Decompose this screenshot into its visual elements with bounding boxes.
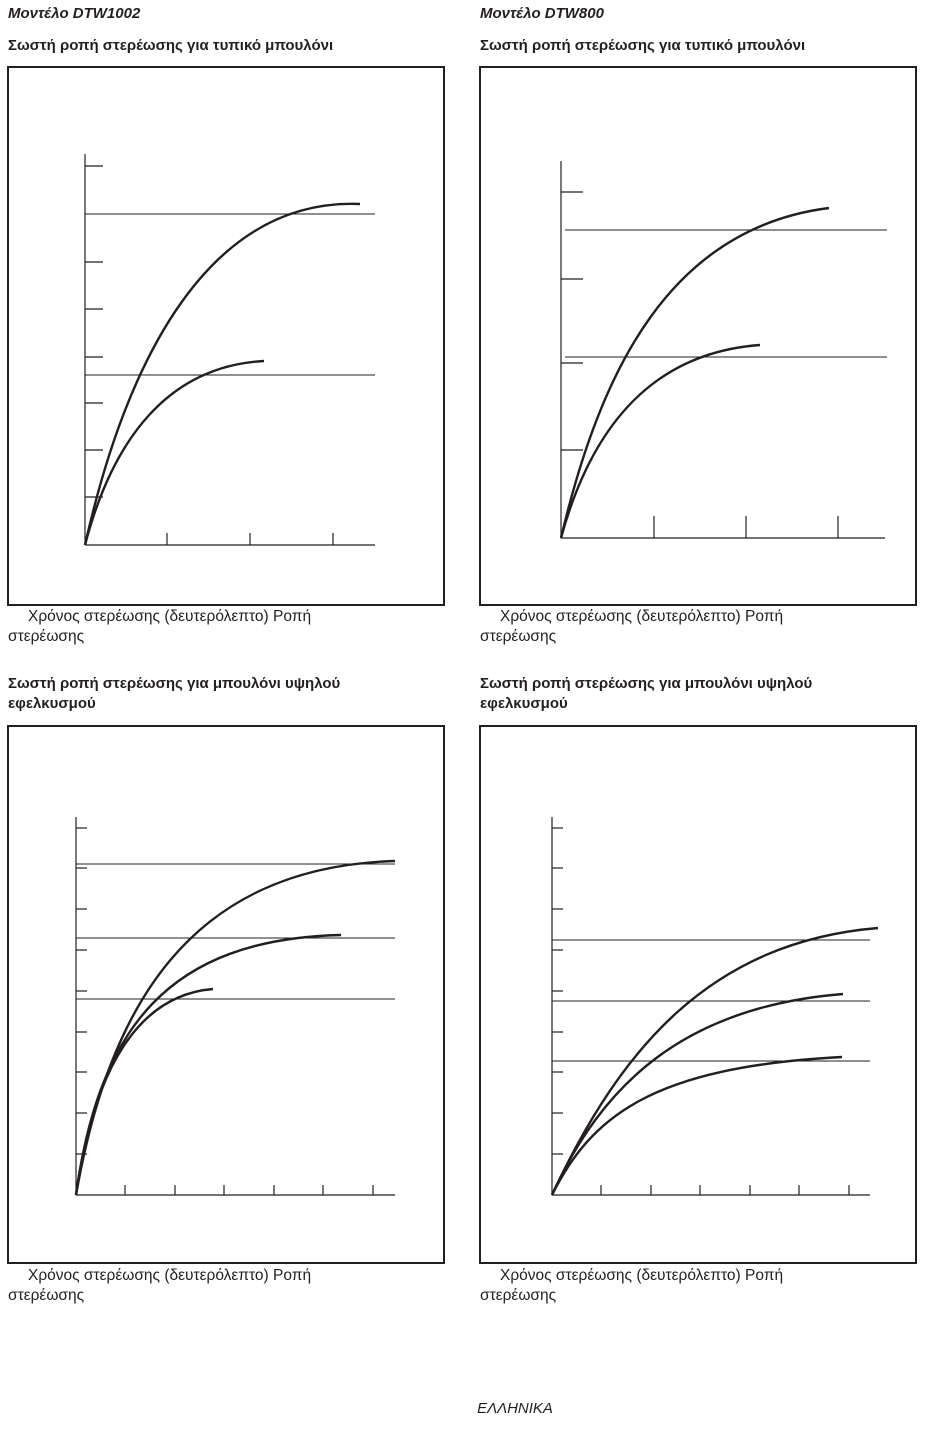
caption-axis-label-cont: στερέωσης [480, 628, 557, 645]
torque-chart-dtw1002-standard [83, 154, 375, 546]
y-ticks [552, 827, 563, 1155]
y-ticks [561, 191, 583, 451]
x-ticks [600, 1185, 850, 1195]
chart-frame-dtw1002-high-tension [7, 725, 445, 1264]
y-ticks [76, 827, 87, 1155]
chart-frame-dtw800-standard [479, 66, 917, 606]
chart-title-high-tension-dtw1002: Σωστή ροπή στερέωσης για μπουλόνι υψηλού… [8, 675, 341, 712]
caption-axis-label-cont: στερέωσης [8, 1287, 85, 1304]
y-ticks [85, 165, 103, 498]
curve-series-2 [74, 933, 342, 1196]
chart-title-standard-bolt-dtw1002: Σωστή ροπή στερέωσης για τυπικό μπουλόνι [8, 37, 334, 54]
caption-axis-label: Χρόνος στερέωσης (δευτερόλεπτο) Ροπή [28, 1267, 312, 1284]
curve-series-2 [559, 343, 761, 539]
page-footer-language: ΕΛΛΗΝΙΚΑ [477, 1400, 553, 1417]
model-label-dtw1002: Μοντέλο DTW1002 [8, 5, 141, 22]
chart-caption-dtw1002-high-tension: Χρόνος στερέωσης (δευτερόλεπτο) Ροπή στε… [8, 1266, 448, 1306]
torque-chart-dtw800-standard [559, 161, 887, 539]
chart-caption-dtw800-standard: Χρόνος στερέωσης (δευτερόλεπτο) Ροπή στε… [480, 607, 920, 647]
curve-series-3 [550, 1055, 843, 1196]
caption-axis-label-cont: στερέωσης [8, 628, 85, 645]
caption-axis-label: Χρόνος στερέωσης (δευτερόλεπτο) Ροπή [500, 608, 784, 625]
chart-title-standard-bolt-dtw800: Σωστή ροπή στερέωσης για τυπικό μπουλόνι [480, 37, 806, 54]
curve-series-2 [550, 992, 844, 1196]
caption-axis-label: Χρόνος στερέωσης (δευτερόλεπτο) Ροπή [28, 608, 312, 625]
chart-caption-dtw1002-standard: Χρόνος στερέωσης (δευτερόλεπτο) Ροπή στε… [8, 607, 448, 647]
model-label-dtw800: Μοντέλο DTW800 [480, 5, 604, 22]
x-ticks [166, 533, 334, 545]
curve-series-1 [550, 926, 879, 1196]
torque-chart-dtw1002-high-tension [74, 817, 396, 1196]
caption-axis-label-cont: στερέωσης [480, 1287, 557, 1304]
chart-title-high-tension-dtw800: Σωστή ροπή στερέωσης για μπουλόνι υψηλού… [480, 675, 813, 712]
caption-axis-label: Χρόνος στερέωσης (δευτερόλεπτο) Ροπή [500, 1267, 784, 1284]
curve-series-1 [83, 202, 361, 546]
chart-caption-dtw800-high-tension: Χρόνος στερέωσης (δευτερόλεπτο) Ροπή στε… [480, 1266, 920, 1306]
chart-frame-dtw800-high-tension [479, 725, 917, 1264]
chart-frame-dtw1002-standard [7, 66, 445, 606]
curve-series-1 [559, 206, 830, 539]
curve-series-1 [74, 859, 396, 1196]
torque-chart-dtw800-high-tension [550, 817, 879, 1196]
x-ticks [124, 1185, 374, 1195]
x-ticks [653, 516, 839, 538]
curve-series-2 [83, 359, 265, 546]
curve-series-3 [74, 987, 214, 1196]
